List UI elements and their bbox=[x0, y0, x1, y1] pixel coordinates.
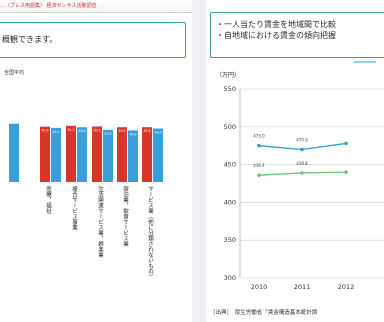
x-tick-label-2010: 2010 bbox=[251, 283, 268, 291]
bar-value-label-2-0: 51.1 bbox=[67, 128, 74, 132]
point-0-0 bbox=[257, 143, 261, 148]
bar-category-label-4: 宿泊業，飲食サービス業 bbox=[122, 185, 129, 248]
bar-5-series-0 bbox=[142, 127, 152, 182]
line-chart: （万円） 300 350 400 450 500 550 2010 2011 2012 475… bbox=[216, 61, 384, 291]
left-panel: …（プレス用語集） 経済センサス活動調査 概観できます。 全国平均 50.3 49… bbox=[0, 0, 192, 322]
left-callout-text: 概観できます。 bbox=[2, 35, 58, 44]
point-label-0-1: 470.0 bbox=[296, 137, 308, 142]
point-label-1-0: 436.4 bbox=[253, 163, 265, 168]
bar-category-label-5: サービス業（他に分類されないもの） bbox=[147, 186, 154, 280]
bar-value-label-3-0: 50.5 bbox=[93, 128, 100, 132]
point-1-1 bbox=[300, 171, 304, 175]
y-tick-label-500: 500 bbox=[224, 123, 236, 131]
legend-label-national-average: 全国平均 bbox=[4, 69, 24, 76]
bar-value-label-5-1: 48.6 bbox=[154, 131, 161, 135]
bar-1-series-1 bbox=[51, 127, 61, 182]
point-label-1-1: 438.8 bbox=[296, 161, 308, 166]
bar-category-label-3: 生活関連サービス業，娯楽業 bbox=[97, 185, 104, 259]
point-0-1 bbox=[300, 147, 304, 152]
bar-3-series-0 bbox=[92, 126, 102, 182]
point-label-0-0: 475.0 bbox=[253, 134, 265, 139]
point-1-0 bbox=[257, 173, 261, 177]
bar-value-label-4-0: 49.8 bbox=[118, 129, 125, 133]
bar-5-series-1 bbox=[153, 128, 163, 182]
right-callout: ・一人当たり賃金を地域間で比較 ・自地域における賃金の傾向把握 bbox=[210, 12, 384, 58]
left-callout: 概観できます。 bbox=[0, 22, 186, 58]
right-callout-line-2: ・自地域における賃金の傾向把握 bbox=[216, 31, 336, 40]
y-tick-label-300: 300 bbox=[224, 274, 236, 282]
bar-value-label-4-1: 46.9 bbox=[129, 132, 136, 136]
y-tick-label-550: 550 bbox=[224, 85, 236, 93]
bar-4-series-1 bbox=[128, 130, 138, 182]
bar-0-series-1 bbox=[9, 123, 19, 182]
bar-value-label-1-0: 50.3 bbox=[41, 129, 48, 133]
right-panel: ・一人当たり賃金を地域間で比較 ・自地域における賃金の傾向把握 （万円） 300… bbox=[206, 0, 384, 322]
bar-4-series-0 bbox=[117, 127, 127, 182]
bar-value-label-1-1: 49.2 bbox=[52, 130, 59, 134]
bar-2-series-0 bbox=[66, 125, 76, 182]
y-axis-unit: （万円） bbox=[216, 72, 240, 79]
bar-2-series-1 bbox=[77, 127, 87, 182]
bar-category-label-2: 複合サービス事業 bbox=[71, 185, 78, 232]
x-tick-label-2012: 2012 bbox=[338, 283, 355, 291]
bar-category-label-1: 医療，福祉 bbox=[45, 186, 52, 215]
bar-value-label-5-0: 49.8 bbox=[143, 129, 150, 133]
bar-1-series-0 bbox=[40, 126, 50, 182]
point-1-2 bbox=[344, 170, 348, 174]
x-tick-label-2011: 2011 bbox=[294, 283, 311, 291]
bar-value-label-3-1: 47.5 bbox=[104, 132, 111, 136]
left-header: …（プレス用語集） 経済センサス活動調査 bbox=[0, 0, 192, 13]
bar-chart: 全国平均 50.3 49.2 51.1 49.8 50.5 47.5 49.8 46.9 49.… bbox=[4, 69, 163, 280]
right-callout-line-1: ・一人当たり賃金を地域間で比較 bbox=[216, 20, 336, 29]
source-note: ［出典］ 厚生労働省「賃金構造基本統計調 bbox=[210, 310, 318, 316]
bar-3-series-1 bbox=[103, 129, 113, 182]
point-0-2 bbox=[344, 141, 348, 146]
bar-value-label-2-1: 49.8 bbox=[78, 129, 85, 133]
y-tick-label-450: 450 bbox=[224, 161, 236, 169]
y-tick-label-350: 350 bbox=[224, 236, 236, 244]
y-tick-label-400: 400 bbox=[224, 198, 236, 206]
